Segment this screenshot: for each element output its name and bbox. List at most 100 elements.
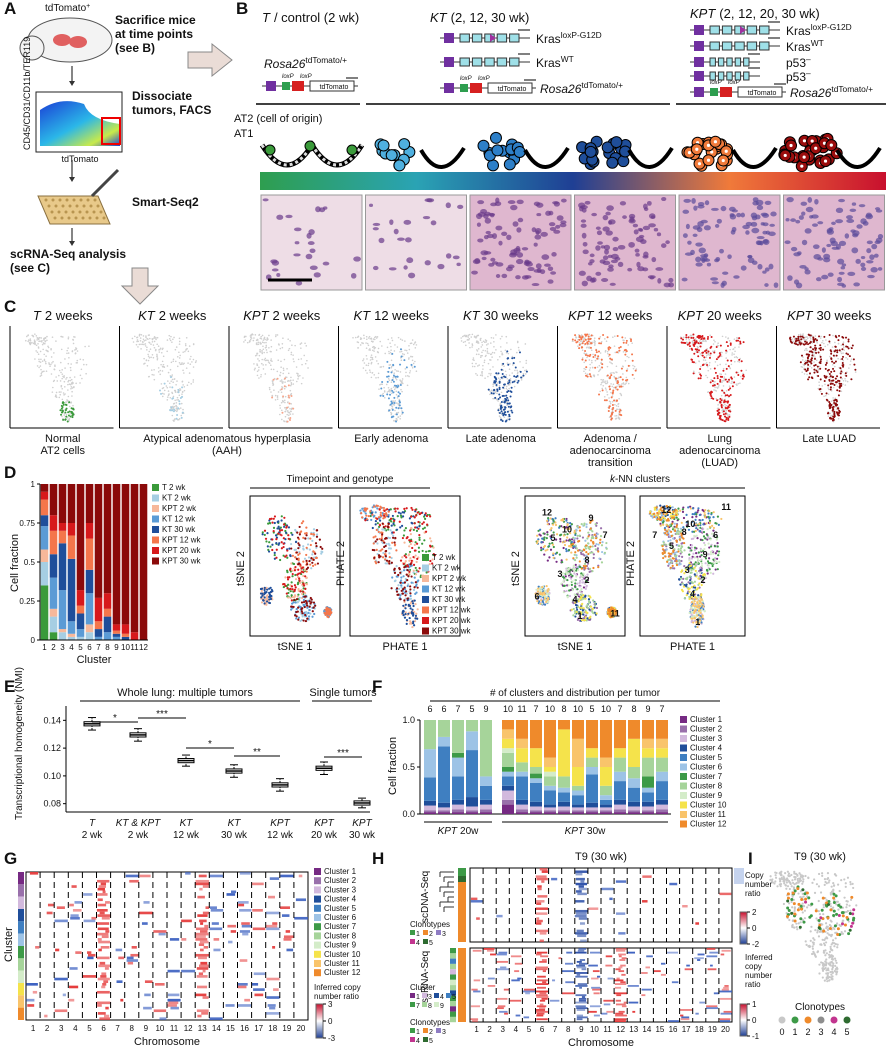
cell-dot <box>280 529 284 532</box>
cell-dot <box>367 514 370 518</box>
label: k-NN clusters <box>610 474 670 485</box>
cell-dot <box>411 608 414 611</box>
cell-dot <box>354 336 357 339</box>
cell-dot <box>305 553 308 557</box>
bar-segment <box>121 484 130 625</box>
cell-dot <box>76 359 79 362</box>
cell-dot <box>147 359 150 362</box>
cell-dot <box>382 394 385 397</box>
cell-dot <box>40 372 43 375</box>
cell-dot <box>371 356 374 359</box>
cell-dot <box>293 360 295 363</box>
cell-dot <box>504 411 507 414</box>
cell-dot <box>285 408 287 411</box>
construct-box <box>726 57 733 67</box>
nucleus <box>619 201 627 206</box>
nucleus <box>847 271 856 276</box>
cell-dot <box>186 384 189 386</box>
bar-segment <box>112 633 121 637</box>
cell-dot <box>60 384 63 387</box>
cell-dot <box>48 362 50 364</box>
cell-dot <box>394 344 396 346</box>
cell-dot <box>589 338 592 341</box>
cell-dot <box>414 566 417 570</box>
cell-dot <box>489 390 491 392</box>
cell-dot <box>252 339 255 342</box>
cell-dot <box>383 514 386 517</box>
cell-dot <box>42 370 44 373</box>
cell-dot <box>381 528 384 531</box>
cell-dot <box>282 369 285 372</box>
text-part: p53 <box>786 70 806 84</box>
nucleus <box>406 257 414 264</box>
cell-dot <box>426 523 429 526</box>
cell-dot <box>283 525 286 528</box>
cell-dot <box>178 351 180 354</box>
nucleus <box>747 254 753 259</box>
cell-dot <box>586 354 589 357</box>
cell-dot <box>172 405 174 408</box>
cell-dot <box>830 352 833 355</box>
cell-dot <box>182 408 184 411</box>
cell-dot <box>259 348 261 351</box>
cell-dot <box>311 615 314 618</box>
cell-dot <box>697 342 700 345</box>
cell-dot <box>386 508 389 511</box>
cell-dot <box>849 360 852 362</box>
cell-dot <box>265 341 267 344</box>
cell-dot <box>618 349 621 352</box>
cell-dot <box>581 349 584 352</box>
cell-dot <box>33 342 36 345</box>
cell-dot <box>604 381 606 384</box>
cell-dot <box>302 536 305 539</box>
cell-dot <box>68 419 70 421</box>
cell-dot <box>524 343 527 345</box>
cell-dot <box>724 420 727 423</box>
arrow-head <box>69 241 75 246</box>
cell-dot <box>284 531 288 534</box>
cell-dot <box>609 372 612 375</box>
cell-dot <box>396 507 399 510</box>
label: Rosa26tdTomato/+ <box>790 84 873 100</box>
cell-dot <box>414 341 417 343</box>
cell-dot <box>194 361 197 364</box>
cell-dot <box>466 338 469 341</box>
cell-dot <box>717 386 720 388</box>
cell-dot <box>406 384 409 387</box>
cell-dot <box>404 612 407 616</box>
cell-dot <box>704 359 707 361</box>
cell-dot <box>506 396 509 399</box>
text-part: WT <box>561 54 574 64</box>
cell-dot <box>500 391 503 394</box>
nucleus <box>581 280 588 287</box>
cell-dot <box>293 584 297 587</box>
well <box>65 198 69 202</box>
cell-dot <box>366 342 369 345</box>
nucleus <box>837 276 843 283</box>
cell-dot <box>307 537 310 540</box>
text-part: -G12D <box>827 22 852 32</box>
cell-dot <box>293 590 296 593</box>
cell-dot <box>414 603 417 606</box>
cell-dot <box>462 341 465 344</box>
cell-dot <box>504 370 507 373</box>
cell-dot <box>274 399 277 401</box>
cell-dot <box>80 368 83 371</box>
nucleus <box>736 212 742 218</box>
nucleus <box>795 282 803 289</box>
cell-dot <box>297 542 300 545</box>
cell-dot <box>602 379 604 381</box>
cell-dot <box>522 372 525 375</box>
cell-dot <box>304 362 307 365</box>
cell-dot <box>495 390 497 393</box>
cell-dot <box>280 541 283 544</box>
cell-dot <box>308 548 311 551</box>
cell-dot <box>492 337 495 339</box>
cell-dot <box>838 380 841 383</box>
cell-dot <box>175 383 177 386</box>
text-part: – <box>806 68 811 78</box>
tumor-nucleus <box>724 149 728 153</box>
cell-dot <box>388 409 391 412</box>
cell-dot <box>839 384 842 387</box>
nucleus <box>389 219 394 225</box>
